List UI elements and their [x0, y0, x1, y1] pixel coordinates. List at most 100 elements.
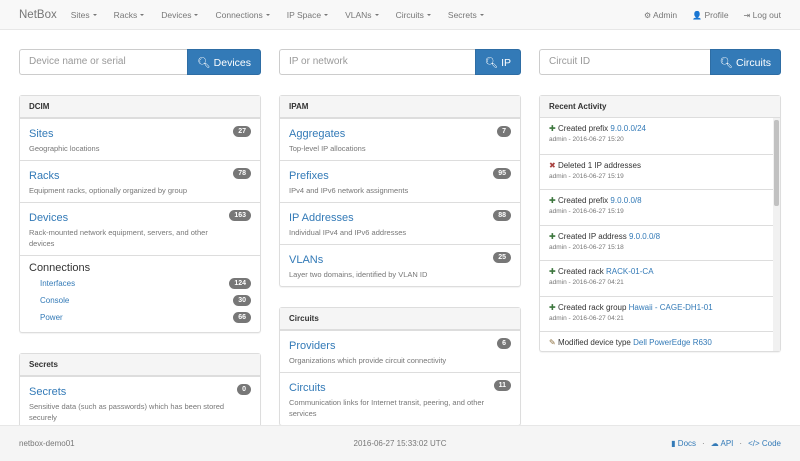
activity-item: ✚ Created prefix 9.0.0.0/8 admin - 2016-0…	[540, 189, 780, 225]
list-item: VLANs 25 Layer two domains, identified by …	[280, 244, 520, 286]
panel-secrets: Secrets Secrets 0 Sensitive data (such as p…	[19, 353, 261, 430]
book-icon: ▮	[671, 439, 676, 448]
activity-object-link[interactable]: RACK-01-CA	[605, 267, 654, 276]
panel-title: Recent Activity	[540, 96, 780, 118]
nav-admin-link[interactable]: ⚙ Admin	[643, 9, 678, 20]
item-description: Geographic locations	[29, 144, 100, 153]
nav-menu-ip-space[interactable]: IP Space	[287, 10, 329, 20]
list-item: Secrets 0 Sensitive data (such as password…	[20, 376, 260, 429]
footer-code-link[interactable]: </> Code	[748, 439, 781, 448]
separator: ·	[739, 439, 743, 448]
plus-icon: ✚	[549, 231, 556, 241]
search-button[interactable]: 🔍︎ IP	[474, 49, 521, 75]
activity-meta: admin - 2016-06-27 04:21	[549, 314, 624, 322]
item-link[interactable]: VLANs	[289, 254, 324, 266]
panel-title: Circuits	[280, 308, 520, 330]
count-badge: 7	[497, 126, 511, 137]
separator: ·	[702, 439, 705, 448]
search-field: Device name or serial	[19, 49, 188, 75]
search-input[interactable]	[19, 49, 188, 75]
nav-menu-circuits[interactable]: Circuits	[396, 10, 431, 20]
panel-title: Secrets	[20, 354, 260, 376]
search-field: Circuit ID	[539, 49, 710, 75]
count-badge: 6	[497, 338, 511, 349]
connection-link[interactable]: Power	[40, 313, 63, 322]
footer-docs-link[interactable]: ▮ Docs	[671, 439, 697, 448]
caret-down-icon	[265, 14, 270, 17]
count-badge: 27	[233, 126, 251, 137]
search-button[interactable]: 🔍︎ Devices	[187, 49, 261, 75]
search-input[interactable]	[279, 49, 475, 75]
count-badge: 163	[229, 210, 251, 221]
nav-profile-link[interactable]: 👤 Profile	[692, 9, 729, 20]
count-badge: 30	[233, 295, 251, 306]
panel-dcim: DCIM Sites 27 Geographic locations Racks 78 Eq…	[19, 95, 261, 333]
activity-item: ✚ Created IP address 9.0.0.0/8 admin - 20…	[540, 224, 780, 261]
item-link[interactable]: Circuits	[289, 382, 326, 394]
activity-meta: admin - 2016-06-27 15:19	[549, 172, 624, 180]
nav-log-out-link[interactable]: ⇥ Log out	[743, 9, 781, 20]
scrollbar-thumb[interactable]	[774, 120, 779, 206]
search-form: IP or network 🔍︎ IP	[279, 49, 521, 75]
item-link[interactable]: Racks	[29, 170, 60, 182]
activity-object-link[interactable]: Hawaii - CAGE-DH1-01	[628, 302, 713, 312]
search-form: Device name or serial 🔍︎ Devices	[19, 49, 261, 75]
activity-item: ✎ Modified device type Dell PowerEdge R6…	[540, 331, 780, 351]
connection-link[interactable]: Console	[40, 296, 70, 305]
count-badge: 88	[493, 210, 511, 221]
brand-logo[interactable]: NetBox	[19, 8, 57, 21]
nav-menu-racks[interactable]: Racks	[114, 10, 145, 20]
connection-link[interactable]: Interfaces	[40, 279, 76, 288]
search-field: IP or network	[279, 49, 475, 75]
panel-title: IPAM	[280, 96, 520, 118]
caret-down-icon	[140, 14, 145, 17]
activity-object-link[interactable]: 9.0.0.0/8	[610, 196, 642, 205]
list-item: Racks 78 Equipment racks, optionally organ…	[20, 160, 260, 202]
item-description: Individual IPv4 and IPv6 addresses	[289, 228, 407, 237]
item-description: Sensitive data (such as passwords) which…	[29, 402, 225, 422]
scrollbar[interactable]	[773, 118, 780, 351]
activity-object-link[interactable]: 9.0.0.0/8	[628, 231, 661, 241]
search-form: Circuit ID 🔍︎ Circuits	[539, 49, 781, 75]
connection-item: Interfaces 124	[29, 275, 251, 292]
plus-icon: ✚	[549, 267, 556, 276]
gear-icon: ⚙	[643, 10, 652, 20]
nav-menu-devices[interactable]: Devices	[161, 10, 199, 20]
item-link[interactable]: Prefixes	[289, 170, 329, 182]
activity-object-link[interactable]: 9.0.0.0/24	[610, 124, 647, 133]
panel-ipam: IPAM Aggregates 7 Top-level IP allocations P…	[279, 95, 521, 287]
item-link[interactable]: Providers	[289, 340, 336, 352]
nav-menu-secrets[interactable]: Secrets	[448, 10, 484, 20]
count-badge: 0	[237, 384, 251, 395]
search-button[interactable]: 🔍︎ Circuits	[709, 49, 781, 75]
nav-menu-vlans[interactable]: VLANs	[345, 10, 379, 20]
nav-menu-connections[interactable]: Connections	[215, 10, 270, 20]
activity-item: ✚ Created rack group Hawaii - CAGE-DH1-0…	[540, 295, 780, 332]
caret-down-icon	[426, 14, 431, 17]
item-link[interactable]: Aggregates	[289, 128, 346, 140]
caret-down-icon	[194, 14, 199, 17]
caret-down-icon	[479, 14, 484, 17]
footer-api-link[interactable]: ☁ API	[710, 439, 734, 448]
item-link[interactable]: IP Addresses	[289, 212, 354, 224]
activity-object-link[interactable]: Dell PowerEdge R630	[633, 338, 712, 347]
list-item: Aggregates 7 Top-level IP allocations	[280, 118, 520, 160]
caret-down-icon	[92, 14, 97, 17]
search-input[interactable]	[539, 49, 710, 75]
activity-item: ✚ Created prefix 9.0.0.0/24 admin - 2016-…	[540, 118, 780, 154]
item-link[interactable]: Secrets	[29, 386, 67, 398]
count-badge: 124	[229, 278, 251, 289]
caret-down-icon	[374, 14, 379, 17]
footer: netbox-demo01 2016-06-27 15:33:02 UTC ▮ …	[0, 425, 800, 461]
activity-meta: admin - 2016-06-27 15:18	[549, 243, 624, 251]
item-description: Equipment racks, optionally organized by…	[29, 186, 188, 195]
nav-menu-sites[interactable]: Sites	[71, 10, 97, 20]
item-description: Top-level IP allocations	[289, 144, 366, 153]
item-description: Rack-mounted network equipment, servers,…	[29, 228, 208, 248]
activity-item: ✖ Deleted 1 IP addresses admin - 2016-06…	[540, 153, 780, 190]
item-link[interactable]: Devices	[29, 212, 69, 224]
activity-meta: admin - 2016-06-27 15:20	[549, 136, 624, 143]
count-badge: 78	[233, 168, 251, 179]
item-link[interactable]: Sites	[29, 128, 54, 140]
list-item: Circuits 11 Communication links for Intern…	[280, 372, 520, 425]
